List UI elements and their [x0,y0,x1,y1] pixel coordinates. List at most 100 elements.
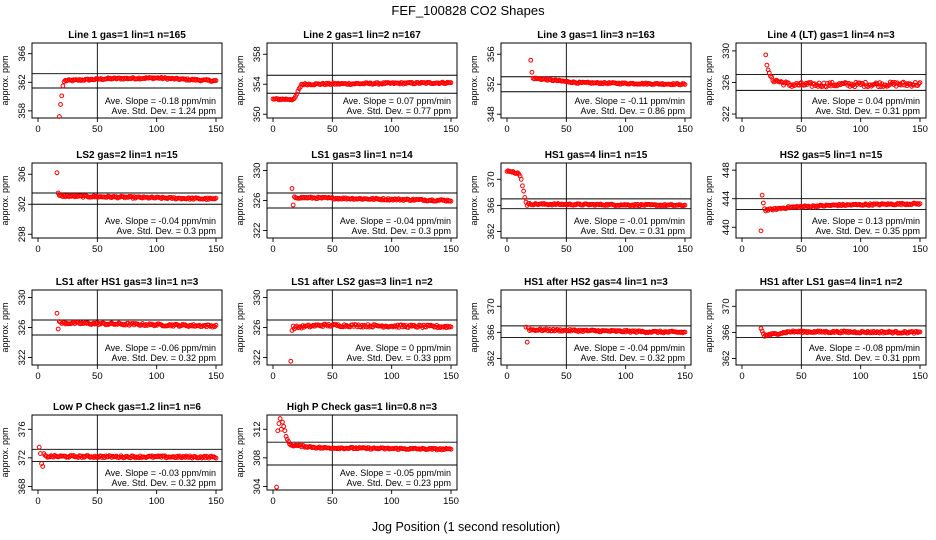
panels: Line 1 gas=1 lin=1 n=165 approx. ppm 0 50 10… [0,30,928,507]
panel-2: Line 2 gas=1 lin=2 n=167 approx. ppm 0 50 10… [235,30,459,135]
panel-title: HS1 after HS2 gas=4 lin=1 n=3 [524,277,668,288]
x-tick-label: 0 [739,371,744,382]
x-tick-label: 100 [618,244,634,255]
x-tick-label: 50 [327,244,338,255]
x-tick-label: 100 [149,496,165,507]
plot-frame [31,42,223,119]
x-tick-label: 150 [443,124,459,135]
data-points [523,324,688,345]
y-tick-label: 356 [486,46,497,62]
panel-13: Low P Check gas=1.2 lin=1 n=6 approx. ppm… [0,402,224,507]
y-tick-label: 330 [252,163,263,179]
panel-title: High P Check gas=1 lin=0.8 n=3 [287,402,438,413]
x-tick-label: 0 [504,124,509,135]
x-tick-label: 0 [270,244,275,255]
x-tick-label: 50 [327,371,338,382]
data-point [523,324,529,330]
data-point [872,81,878,87]
y-axis-label: approx. ppm [704,302,714,352]
y-tick-label: 366 [486,324,497,340]
y-tick-label: 298 [17,226,28,242]
y-tick-label: 302 [17,196,28,212]
panel-title: HS1 gas=4 lin=1 n=15 [545,150,648,161]
y-axis-label: approx. ppm [0,302,10,352]
x-tick-label: 0 [504,244,509,255]
x-tick-label: 100 [149,124,165,135]
data-point [682,329,688,335]
std-dev-stat: Ave. Std. Dev. = 1.24 ppm [112,106,216,116]
y-tick-label: 330 [252,290,263,306]
data-point [917,80,923,86]
std-dev-stat: Ave. Std. Dev. = 0.32 ppm [112,353,216,363]
slope-stat: Ave. Slope = -0.03 ppm/min [105,468,216,478]
data-point [288,358,294,364]
std-dev-stat: Ave. Std. Dev. = 0.31 ppm [581,226,685,236]
panel-11: HS1 after HS2 gas=4 lin=1 n=3 approx. ppm… [469,277,693,382]
x-tick-label: 150 [443,371,459,382]
y-tick-label: 326 [252,320,263,336]
data-point [289,186,295,191]
y-axis-label: approx. ppm [0,55,10,105]
y-tick-label: 366 [721,324,732,340]
x-tick-label: 0 [739,244,744,255]
x-tick-label: 150 [677,124,693,135]
slope-stat: Ave. Slope = 0 ppm/min [355,343,451,353]
data-point [54,310,60,316]
std-dev-stat: Ave. Std. Dev. = 0.35 ppm [816,226,920,236]
y-tick-label: 444 [721,191,732,207]
y-tick-label: 358 [17,103,28,119]
data-point [213,78,219,83]
plot-frame [500,162,692,239]
plot-frame [266,414,458,491]
data-point [759,328,765,334]
data-point [758,326,764,331]
panel-12: HS1 after LS1 gas=4 lin=1 n=2 approx. ppm… [704,277,928,382]
slope-stat: Ave. Slope = -0.06 ppm/min [105,343,216,353]
y-tick-label: 368 [17,478,28,494]
y-tick-label: 362 [486,224,497,240]
panel-title: Low P Check gas=1.2 lin=1 n=6 [53,402,201,413]
y-axis-label: approx. ppm [235,427,245,477]
y-tick-label: 370 [721,298,732,314]
x-tick-label: 0 [35,371,40,382]
x-tick-label: 0 [270,124,275,135]
data-point [206,322,212,328]
y-tick-label: 322 [252,223,263,239]
x-tick-label: 100 [853,371,869,382]
data-point [764,62,770,68]
slope-stat: Ave. Slope = -0.08 ppm/min [809,343,920,353]
x-tick-label: 150 [208,496,224,507]
panel-title: LS1 after LS2 gas=3 lin=1 n=2 [291,277,433,288]
slope-stat: Ave. Slope = 0.07 ppm/min [343,96,451,106]
std-dev-stat: Ave. Std. Dev. = 0.77 ppm [347,106,451,116]
data-point [60,83,66,89]
y-axis-label: approx. ppm [235,175,245,225]
data-point [299,325,304,331]
data-point [40,464,46,469]
std-dev-stat: Ave. Std. Dev. = 0.31 ppm [816,106,920,116]
slope-stat: Ave. Slope = -0.04 ppm/min [574,343,685,353]
x-tick-label: 0 [35,124,40,135]
panel-5: LS2 gas=2 lin=1 n=15 approx. ppm 0 50 100 150… [0,150,224,255]
y-tick-label: 362 [721,351,732,367]
slope-stat: Ave. Slope = -0.18 ppm/min [105,96,216,106]
x-tick-label: 100 [149,244,165,255]
x-tick-label: 100 [853,124,869,135]
data-point [829,80,835,85]
y-axis-label: approx. ppm [469,175,479,225]
x-tick-label: 100 [384,496,400,507]
y-tick-label: 308 [252,450,263,466]
x-tick-label: 50 [92,244,103,255]
y-tick-label: 354 [252,76,263,92]
y-tick-label: 322 [252,350,263,366]
data-point [758,228,764,234]
x-tick-label: 50 [796,371,807,382]
y-tick-label: 370 [486,171,497,187]
panel-1: Line 1 gas=1 lin=1 n=165 approx. ppm 0 50 10… [0,30,224,135]
slope-stat: Ave. Slope = -0.04 ppm/min [340,216,451,226]
data-point [448,446,454,452]
data-point [841,81,847,86]
y-axis-label: approx. ppm [469,55,479,105]
panel-title: LS1 gas=3 lin=1 n=14 [311,150,413,161]
